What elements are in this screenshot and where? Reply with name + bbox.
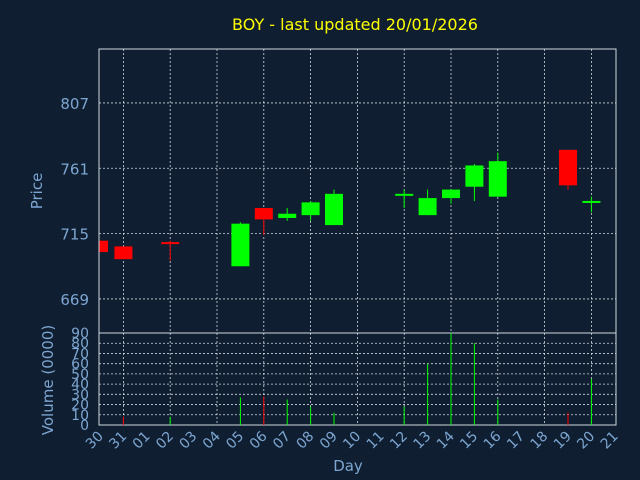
candle-body	[395, 193, 414, 196]
price-y-tick-label: 807	[60, 95, 89, 113]
x-tick-label: 11	[364, 429, 388, 453]
x-tick-label: 04	[200, 428, 224, 452]
volume-y-tick-label: 30	[71, 387, 89, 403]
volume-y-tick-label: 60	[71, 357, 89, 373]
x-tick-label: 12	[387, 429, 411, 453]
x-tick-label: 17	[504, 429, 528, 453]
x-tick-label: 10	[340, 429, 364, 453]
candle-body	[231, 223, 250, 267]
candle-body	[278, 213, 297, 218]
price-y-tick-label: 761	[60, 160, 89, 178]
volume-y-tick-label: 20	[71, 398, 89, 414]
x-tick-label: 16	[481, 428, 505, 452]
candle-body	[114, 246, 133, 260]
price-y-tick-label: 715	[60, 226, 89, 244]
volume-y-tick-label: 80	[71, 336, 89, 352]
x-tick-label: 19	[551, 429, 575, 453]
x-axis-label: Day	[333, 457, 363, 475]
price-axis-label: Price	[28, 173, 46, 210]
volume-y-tick-label: 50	[71, 367, 89, 383]
candle-body	[418, 198, 437, 216]
x-tick-label: 09	[317, 429, 341, 453]
x-tick-label: 21	[598, 429, 622, 453]
x-tick-labels: 30 31 01 02 03 04 05 06 07 08 09 10 11 12 13 14 15 16 17 18…	[83, 428, 622, 452]
volume-bars	[122, 333, 592, 425]
candle-body	[100, 240, 108, 253]
candle-body	[582, 200, 601, 203]
candlesticks	[99, 149, 601, 267]
candle-body	[488, 161, 507, 197]
x-tick-label: 20	[574, 429, 598, 453]
volume-axis-label: Volume (0000)	[39, 325, 57, 435]
volume-y-tick-label: 0	[80, 418, 89, 434]
x-tick-label: 05	[223, 429, 247, 453]
x-tick-label: 08	[294, 429, 318, 453]
volume-y-tick-label: 40	[71, 377, 89, 393]
candle-body	[254, 208, 273, 220]
volume-y-tick-label: 70	[71, 346, 89, 362]
price-y-tick-labels: 669 715 761 807	[60, 95, 89, 309]
candle-body	[442, 189, 460, 199]
volume-y-tick-label: 10	[71, 408, 89, 424]
candle-body	[325, 193, 343, 226]
x-tick-label: 18	[528, 429, 552, 453]
x-tick-label: 07	[270, 429, 294, 453]
x-tick-label: 01	[130, 429, 154, 453]
x-tick-label: 03	[177, 429, 201, 453]
price-y-tick-label: 669	[60, 291, 89, 309]
candle-body	[465, 165, 484, 187]
candle-body	[559, 149, 577, 186]
x-tick-label: 02	[153, 429, 177, 453]
x-tick-label: 31	[106, 429, 130, 453]
x-tick-label: 13	[411, 429, 435, 453]
price-gridlines	[99, 49, 616, 333]
volume-y-tick-label: 90	[71, 326, 89, 342]
candle-body	[301, 202, 320, 216]
chart-title: BOY - last updated 20/01/2026	[232, 15, 478, 34]
candle-body	[161, 242, 180, 245]
x-tick-label: 14	[434, 428, 458, 452]
x-tick-label: 06	[247, 428, 271, 452]
volume-gridlines	[99, 333, 616, 425]
x-tick-label: 15	[457, 429, 481, 453]
